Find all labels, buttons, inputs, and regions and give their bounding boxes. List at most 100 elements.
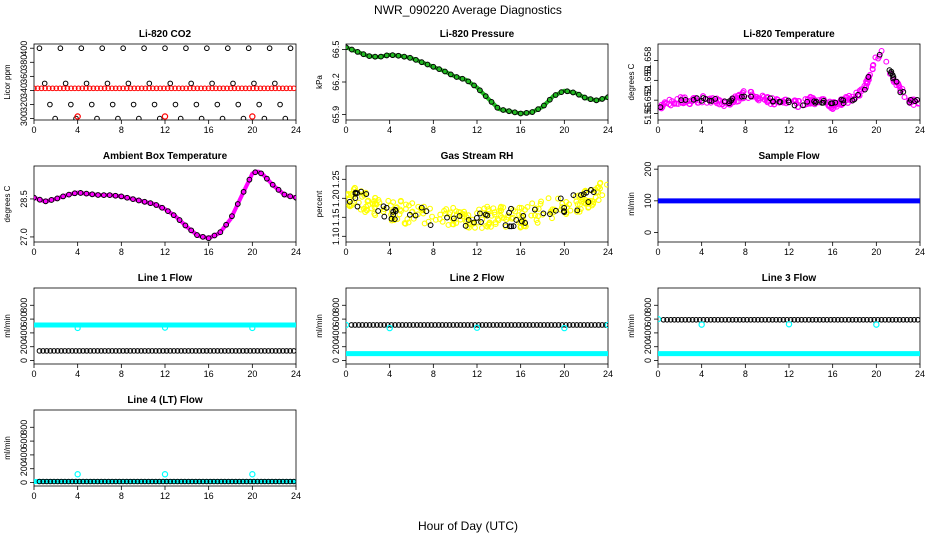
data-point bbox=[200, 478, 206, 485]
y-tick-label: 51.652 bbox=[643, 86, 653, 114]
data-point bbox=[450, 204, 457, 211]
data-point bbox=[893, 78, 900, 85]
series-group bbox=[34, 45, 296, 120]
data-point bbox=[510, 223, 517, 230]
panel-title: Line 4 (LT) Flow bbox=[127, 395, 203, 406]
data-point bbox=[896, 83, 903, 90]
data-point bbox=[163, 348, 170, 354]
data-point bbox=[211, 348, 217, 354]
data-point bbox=[575, 91, 582, 98]
data-point bbox=[520, 212, 527, 219]
data-point bbox=[167, 80, 174, 87]
data-point bbox=[838, 96, 845, 103]
data-point bbox=[161, 324, 169, 331]
data-point bbox=[268, 85, 275, 92]
data-point bbox=[272, 80, 278, 87]
data-point bbox=[159, 204, 165, 211]
data-point bbox=[193, 101, 200, 108]
y-axis-label: ml/min bbox=[627, 192, 636, 216]
data-point bbox=[468, 322, 475, 328]
panel-4: Ambient Box Temperature 0 4 8 12 16 20 24 27.0 28… bbox=[3, 151, 301, 257]
data-point bbox=[172, 85, 178, 92]
data-point bbox=[74, 113, 81, 120]
data-point bbox=[865, 74, 872, 80]
data-point bbox=[165, 208, 171, 214]
data-point bbox=[802, 316, 808, 323]
data-point bbox=[804, 96, 811, 102]
data-point bbox=[223, 221, 230, 228]
x-tick-label: 16 bbox=[828, 125, 838, 135]
data-point bbox=[764, 94, 771, 101]
data-point bbox=[120, 478, 126, 485]
series-group bbox=[34, 471, 296, 485]
data-point bbox=[251, 348, 257, 354]
data-point bbox=[773, 316, 779, 323]
data-point bbox=[410, 322, 417, 328]
plot-frame bbox=[33, 43, 297, 121]
data-point bbox=[98, 348, 105, 354]
data-point bbox=[533, 322, 540, 328]
data-point bbox=[57, 45, 64, 52]
data-point bbox=[798, 316, 805, 323]
data-point bbox=[588, 187, 594, 193]
data-point bbox=[190, 85, 197, 92]
data-point bbox=[686, 316, 692, 323]
data-point bbox=[838, 316, 845, 323]
data-point bbox=[595, 322, 602, 328]
data-point bbox=[405, 219, 412, 226]
x-tick-label: 4 bbox=[699, 247, 704, 257]
data-point bbox=[530, 322, 536, 328]
data-point bbox=[87, 478, 94, 485]
data-point bbox=[251, 478, 257, 485]
data-point bbox=[54, 195, 61, 202]
data-point bbox=[423, 208, 430, 215]
data-point bbox=[134, 348, 141, 354]
data-point bbox=[741, 93, 748, 100]
data-point bbox=[461, 322, 467, 328]
data-point bbox=[477, 87, 483, 94]
data-point bbox=[534, 219, 541, 226]
data-point bbox=[577, 201, 583, 208]
data-point bbox=[77, 190, 84, 196]
data-point bbox=[365, 202, 371, 209]
data-point bbox=[885, 316, 892, 323]
data-point bbox=[563, 322, 569, 328]
y-axis-label: degrees C bbox=[3, 185, 12, 222]
data-point bbox=[346, 198, 353, 205]
data-point bbox=[535, 106, 542, 113]
data-point bbox=[42, 85, 48, 92]
data-point bbox=[518, 223, 525, 230]
data-point bbox=[678, 97, 685, 104]
series-temperature bbox=[658, 47, 920, 112]
data-point bbox=[182, 478, 188, 485]
data-point bbox=[91, 478, 97, 485]
data-point bbox=[185, 478, 192, 485]
x-tick-label: 12 bbox=[784, 125, 794, 135]
data-point bbox=[153, 202, 160, 208]
data-point bbox=[811, 98, 818, 105]
data-point bbox=[160, 478, 166, 485]
data-point bbox=[99, 45, 106, 52]
data-point bbox=[258, 478, 264, 485]
data-point bbox=[690, 96, 697, 103]
data-point bbox=[528, 212, 535, 219]
data-point bbox=[138, 85, 145, 92]
y-axis: 1.101.151.201.25 bbox=[331, 171, 346, 245]
x-tick-label: 24 bbox=[915, 125, 925, 135]
data-point bbox=[218, 348, 224, 354]
y-tick-label: 600 bbox=[331, 312, 341, 327]
data-point bbox=[421, 322, 427, 328]
x-tick-label: 0 bbox=[655, 369, 660, 379]
data-point bbox=[432, 216, 439, 223]
data-point bbox=[577, 322, 584, 328]
data-point bbox=[36, 196, 43, 203]
data-point bbox=[484, 223, 491, 230]
data-point bbox=[94, 478, 101, 485]
data-point bbox=[250, 85, 256, 92]
data-point bbox=[552, 322, 558, 328]
data-point bbox=[585, 199, 592, 205]
data-point bbox=[372, 53, 379, 60]
data-point bbox=[738, 93, 745, 100]
